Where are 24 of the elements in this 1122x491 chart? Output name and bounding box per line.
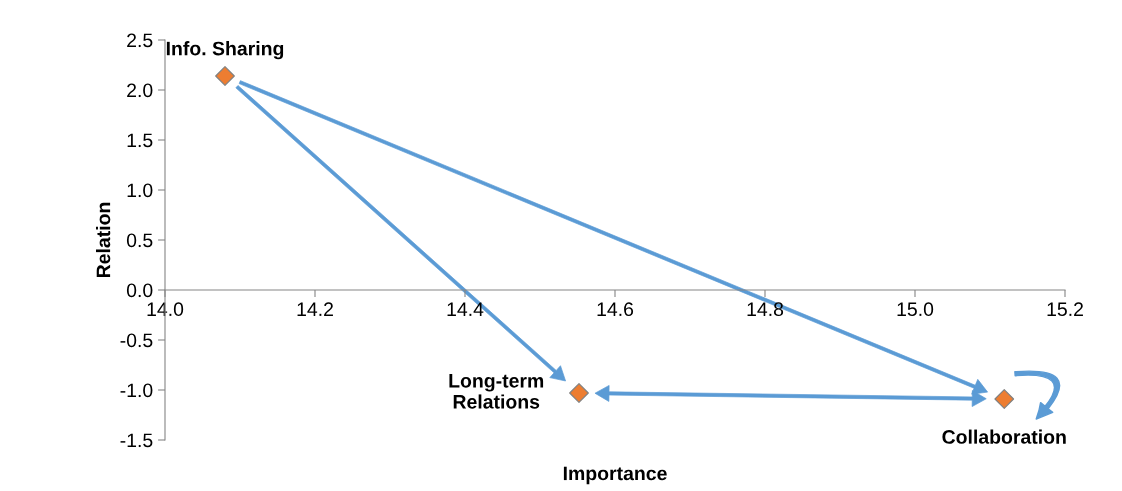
y-tick-label: 2.5	[127, 33, 153, 48]
y-tick-label: 0.5	[126, 233, 153, 248]
point	[215, 66, 235, 86]
y-tick-label: -1.0	[120, 383, 153, 398]
x-tick-label: 14.8	[747, 302, 784, 317]
x-tick-label: 14.4	[447, 302, 484, 316]
point	[569, 383, 589, 403]
x-tick-label: 14.2	[297, 302, 333, 316]
x-tick-label: 15.2	[1047, 302, 1083, 317]
y-tick-label: 1.0	[127, 183, 153, 198]
annotation: Info. Sharing	[166, 41, 284, 60]
x-tick-label: 15.0	[897, 302, 934, 317]
y-tick-label: -1.5	[120, 433, 153, 448]
y-axis-title: Relation	[96, 202, 111, 278]
x-tick-label: 14.6	[597, 302, 634, 317]
annotation: Long-term Relations	[449, 374, 544, 409]
y-tick-label: 1.5	[127, 133, 153, 148]
y-tick-label: -0.5	[120, 333, 153, 348]
annotation: Collaboration	[942, 429, 1066, 444]
point	[994, 389, 1015, 409]
x-axis-title: Importance	[563, 466, 667, 485]
y-tick-label: 2.0	[127, 83, 153, 98]
y-tick-label: 0.0	[126, 283, 153, 298]
x-tick-label: 14.0	[147, 302, 184, 317]
